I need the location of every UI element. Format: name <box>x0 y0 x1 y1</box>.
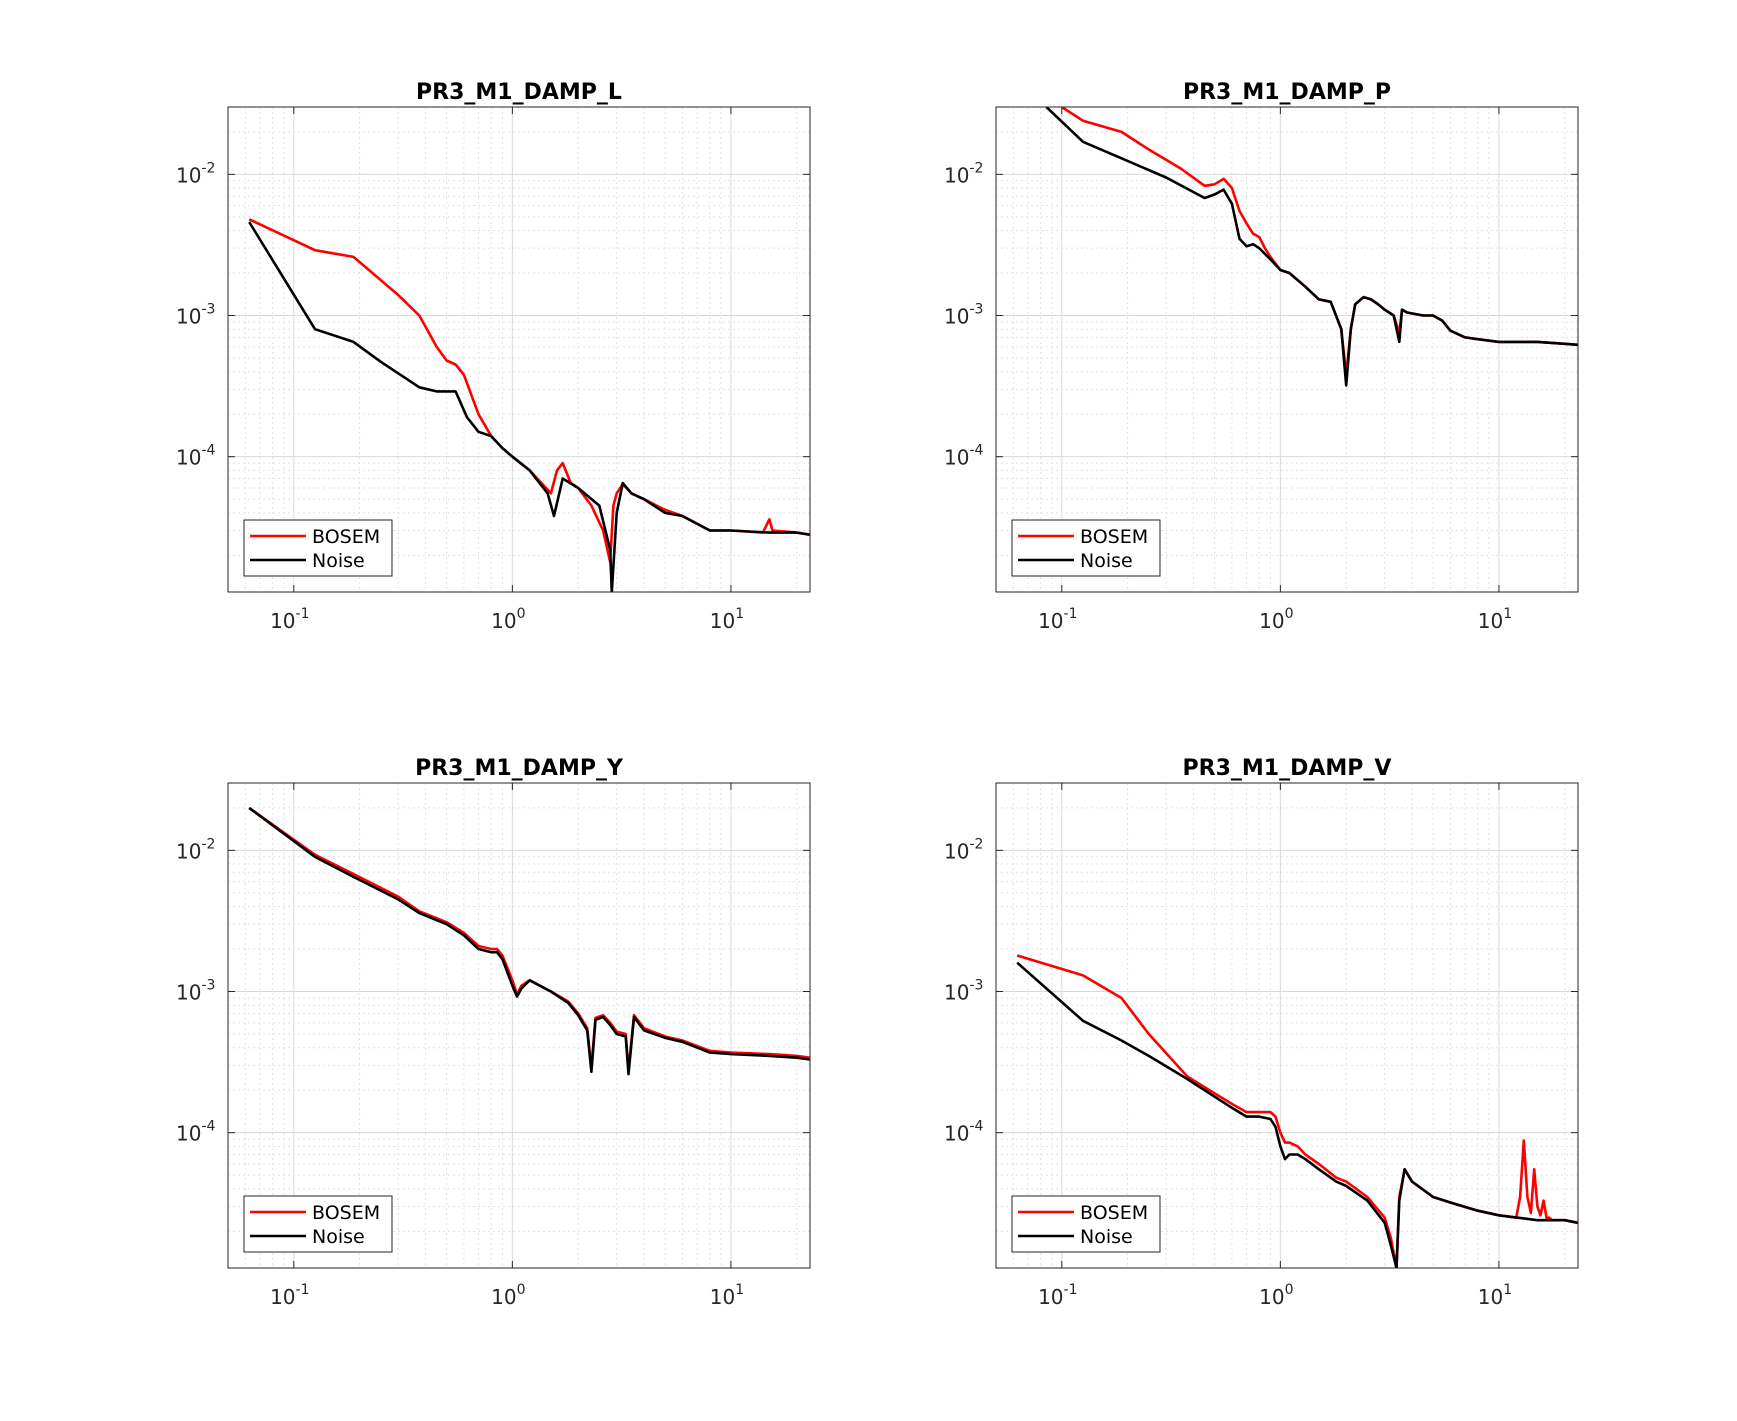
y-tick-label: 10-2 <box>944 160 983 187</box>
y-tick-exponent: -2 <box>969 160 983 176</box>
y-tick-exponent: -4 <box>969 443 983 459</box>
legend-box <box>243 519 393 577</box>
x-tick-label: 101 <box>1478 606 1512 633</box>
legend-label-noise: Noise <box>312 1226 365 1248</box>
y-tick-exponent: -2 <box>969 836 983 852</box>
legend-box <box>243 1195 393 1253</box>
legend-box <box>1011 519 1161 577</box>
y-tick-label: 10-3 <box>176 302 215 329</box>
y-tick-exponent: -3 <box>201 302 215 318</box>
series-group <box>1016 954 1578 1268</box>
x-tick-exponent: 0 <box>517 1282 526 1298</box>
x-tick-label: 10-1 <box>1038 1282 1077 1309</box>
series-line-noise <box>1016 961 1578 1268</box>
x-tick-exponent: 0 <box>1285 606 1294 622</box>
plot-area <box>228 107 810 592</box>
x-tick-exponent: -1 <box>1064 606 1078 622</box>
y-tick-label: 10-2 <box>944 836 983 863</box>
chart-title: PR3_M1_DAMP_P <box>1183 80 1391 105</box>
y-tick-exponent: -3 <box>969 302 983 318</box>
subplot-2: 10-1 100 10110-410-310-2PR3_M1_DAMP_PBOSEM… <box>944 80 1579 633</box>
subplot-4: 10-1 100 10110-410-310-2PR3_M1_DAMP_VBOSEM… <box>944 756 1579 1309</box>
x-tick-exponent: 0 <box>1285 1282 1294 1298</box>
chart-title: PR3_M1_DAMP_L <box>416 80 622 105</box>
subplot-1: 10-1 100 10110-410-310-2PR3_M1_DAMP_LBOSEM… <box>176 80 811 633</box>
legend-label-bosem: BOSEM <box>1080 526 1148 548</box>
axes-box <box>995 782 1579 1269</box>
series-group <box>1045 107 1578 387</box>
x-tick-exponent: -1 <box>1064 1282 1078 1298</box>
x-tick-label: 101 <box>710 1282 744 1309</box>
x-tick-label: 100 <box>1259 606 1293 633</box>
x-tick-label: 100 <box>491 1282 525 1309</box>
y-tick-exponent: -2 <box>201 160 215 176</box>
grid-lines <box>227 782 810 1268</box>
subplot-3: 10-1 100 10110-410-310-2PR3_M1_DAMP_YBOSEM… <box>176 756 811 1309</box>
series-line-noise <box>248 806 810 1076</box>
y-tick-exponent: -4 <box>201 443 215 459</box>
x-tick-label: 101 <box>1478 1282 1512 1309</box>
x-tick-exponent: 0 <box>517 606 526 622</box>
y-tick-exponent: -4 <box>201 1119 215 1135</box>
y-tick-label: 10-2 <box>176 836 215 863</box>
legend-label-noise: Noise <box>1080 550 1133 572</box>
y-tick-label: 10-4 <box>176 443 216 470</box>
legend-label-bosem: BOSEM <box>312 526 380 548</box>
y-tick-label: 10-4 <box>176 1119 216 1146</box>
legend-label-noise: Noise <box>312 550 365 572</box>
series-group <box>248 806 810 1076</box>
plot-area <box>996 783 1578 1268</box>
x-tick-label: 10-1 <box>270 606 309 633</box>
y-tick-exponent: -4 <box>969 1119 983 1135</box>
y-tick-exponent: -3 <box>201 978 215 994</box>
y-tick-label: 10-2 <box>176 160 215 187</box>
x-tick-exponent: 1 <box>735 606 744 622</box>
y-tick-label: 10-3 <box>176 978 215 1005</box>
axes-box <box>227 106 811 593</box>
chart-title: PR3_M1_DAMP_Y <box>415 756 624 781</box>
chart-title: PR3_M1_DAMP_V <box>1183 756 1392 781</box>
axes-box <box>227 782 811 1269</box>
legend-label-bosem: BOSEM <box>312 1202 380 1224</box>
series-line-bosem <box>1016 954 1578 1268</box>
x-tick-exponent: -1 <box>296 606 310 622</box>
series-line-noise <box>248 221 810 592</box>
y-tick-label: 10-3 <box>944 302 983 329</box>
plot-area <box>996 107 1578 592</box>
y-tick-exponent: -2 <box>201 836 215 852</box>
y-tick-label: 10-4 <box>944 1119 984 1146</box>
series-group <box>248 218 810 592</box>
legend-box <box>1011 1195 1161 1253</box>
x-tick-label: 100 <box>491 606 525 633</box>
x-tick-exponent: -1 <box>296 1282 310 1298</box>
x-tick-exponent: 1 <box>1503 1282 1512 1298</box>
x-tick-label: 10-1 <box>270 1282 309 1309</box>
legend-label-noise: Noise <box>1080 1226 1133 1248</box>
series-line-noise <box>1045 107 1578 387</box>
y-tick-exponent: -3 <box>969 978 983 994</box>
x-tick-label: 100 <box>1259 1282 1293 1309</box>
x-tick-label: 10-1 <box>1038 606 1077 633</box>
x-tick-exponent: 1 <box>735 1282 744 1298</box>
x-tick-label: 101 <box>710 606 744 633</box>
y-tick-label: 10-3 <box>944 978 983 1005</box>
x-tick-exponent: 1 <box>1503 606 1512 622</box>
y-tick-label: 10-4 <box>944 443 984 470</box>
legend-label-bosem: BOSEM <box>1080 1202 1148 1224</box>
axes-box <box>995 106 1579 593</box>
